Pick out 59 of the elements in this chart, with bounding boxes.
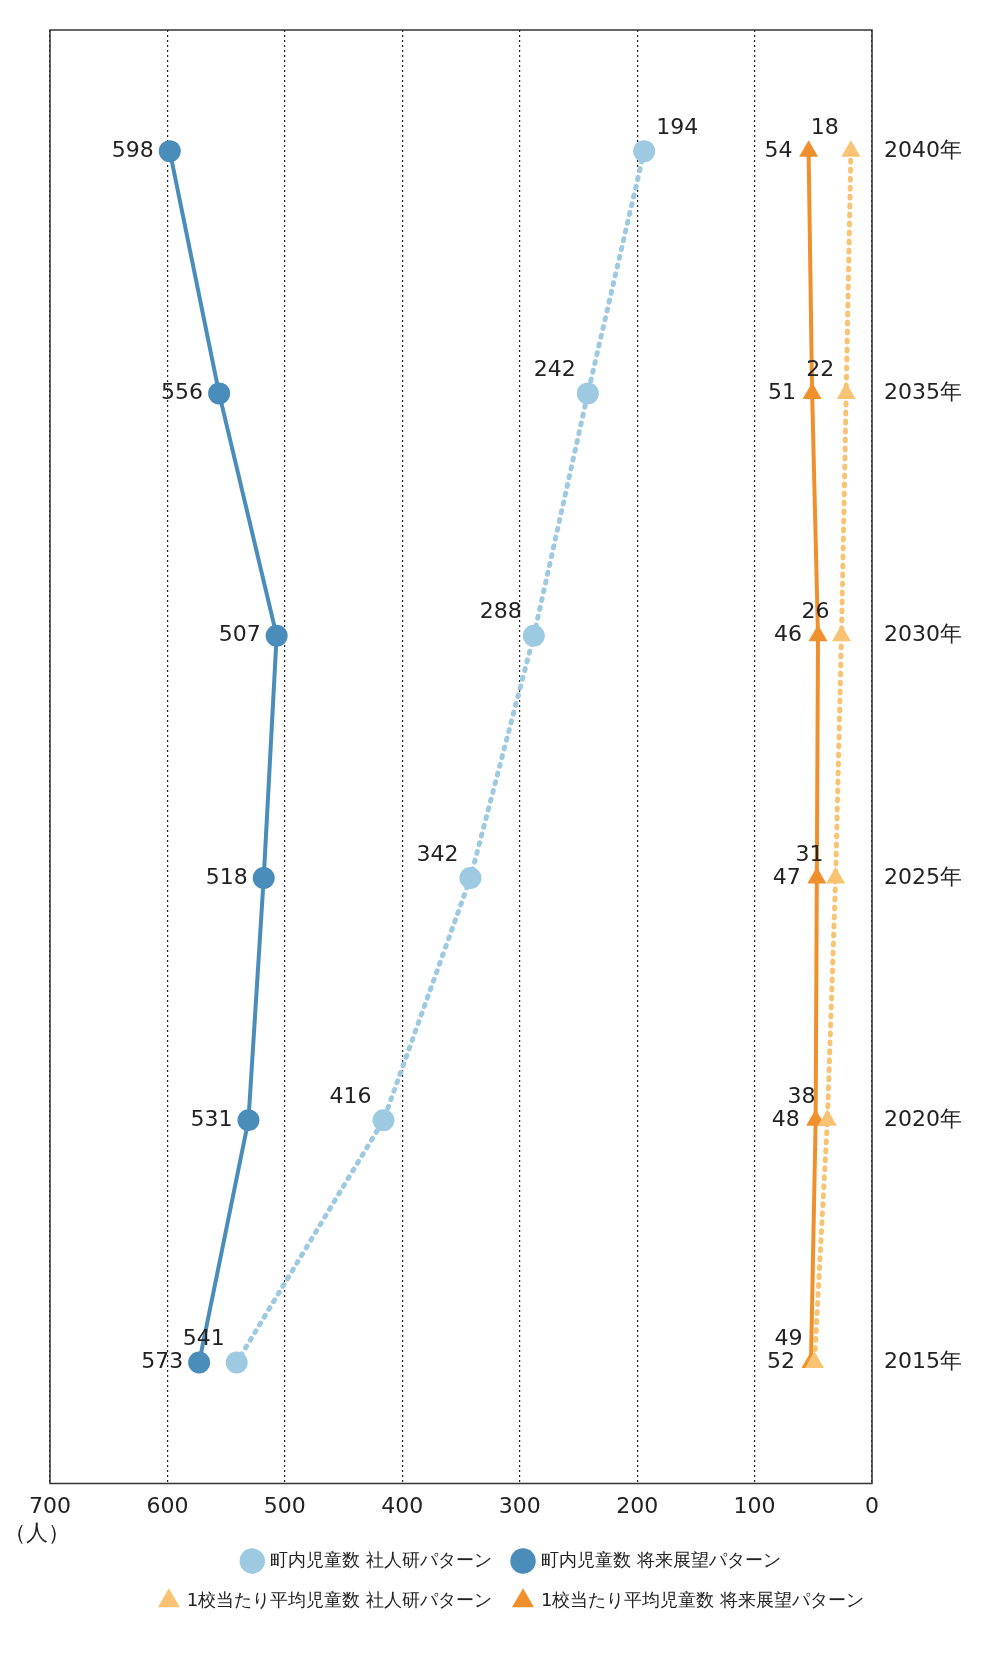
x-tick-label: 600 [146, 1492, 189, 1518]
point [831, 624, 852, 642]
data-label: 242 [533, 356, 576, 382]
point [826, 866, 846, 884]
point [807, 866, 827, 884]
data-label: 48 [771, 1105, 800, 1131]
x-tick-label: 200 [616, 1492, 659, 1518]
data-label: 573 [141, 1348, 184, 1374]
y-tick-label: 2015年 [884, 1348, 963, 1374]
point [158, 140, 181, 163]
point [576, 382, 599, 405]
point [459, 866, 482, 889]
legend-label: 1校当たり平均児童数 将来展望パターン [541, 1588, 865, 1610]
data-label: 194 [656, 113, 699, 139]
y-tick-label: 2040年 [884, 136, 963, 162]
data-label: 49 [774, 1325, 803, 1351]
data-label: 598 [111, 136, 154, 162]
point [799, 140, 819, 157]
data-label: 556 [161, 379, 204, 405]
y-tick-label: 2025年 [884, 863, 963, 889]
data-label: 47 [772, 863, 801, 889]
data-label: 342 [416, 840, 459, 866]
legend-label: 町内児童数 社人研パターン [270, 1548, 493, 1570]
legend-label: 1校当たり平均児童数 社人研パターン [186, 1588, 493, 1610]
point [265, 624, 288, 647]
point [208, 382, 231, 405]
legend-label: 町内児童数 将来展望パターン [541, 1548, 781, 1570]
data-label: 38 [787, 1082, 816, 1108]
point [522, 624, 545, 647]
data-label: 288 [479, 598, 522, 624]
y-tick-label: 2020年 [884, 1105, 963, 1131]
point [836, 382, 856, 399]
data-label: 518 [205, 863, 248, 889]
data-label: 531 [190, 1105, 233, 1131]
point [808, 624, 828, 642]
x-tick-label: 0 [865, 1492, 880, 1518]
data-label: 51 [768, 379, 797, 405]
x-tick-label: 100 [733, 1492, 776, 1518]
point [188, 1351, 211, 1374]
point [633, 140, 656, 163]
x-tick-label: 700 [29, 1492, 71, 1518]
x-tick-label: 500 [263, 1492, 306, 1518]
x-tick-label: 300 [498, 1492, 541, 1518]
data-label: 416 [329, 1082, 372, 1108]
y-tick-label: 2030年 [884, 621, 963, 647]
data-label: 18 [810, 113, 839, 139]
point [252, 866, 275, 889]
data-label: 507 [218, 621, 261, 647]
point [237, 1109, 260, 1132]
data-label: 46 [773, 621, 802, 647]
x-axis-title: （人） [4, 1520, 70, 1546]
point [372, 1109, 395, 1132]
point [225, 1351, 248, 1374]
data-label: 54 [764, 136, 793, 162]
y-tick-label: 2035年 [884, 379, 963, 405]
point [841, 140, 861, 157]
data-label: 52 [766, 1348, 795, 1374]
point [817, 1109, 837, 1126]
x-tick-label: 400 [381, 1492, 424, 1518]
